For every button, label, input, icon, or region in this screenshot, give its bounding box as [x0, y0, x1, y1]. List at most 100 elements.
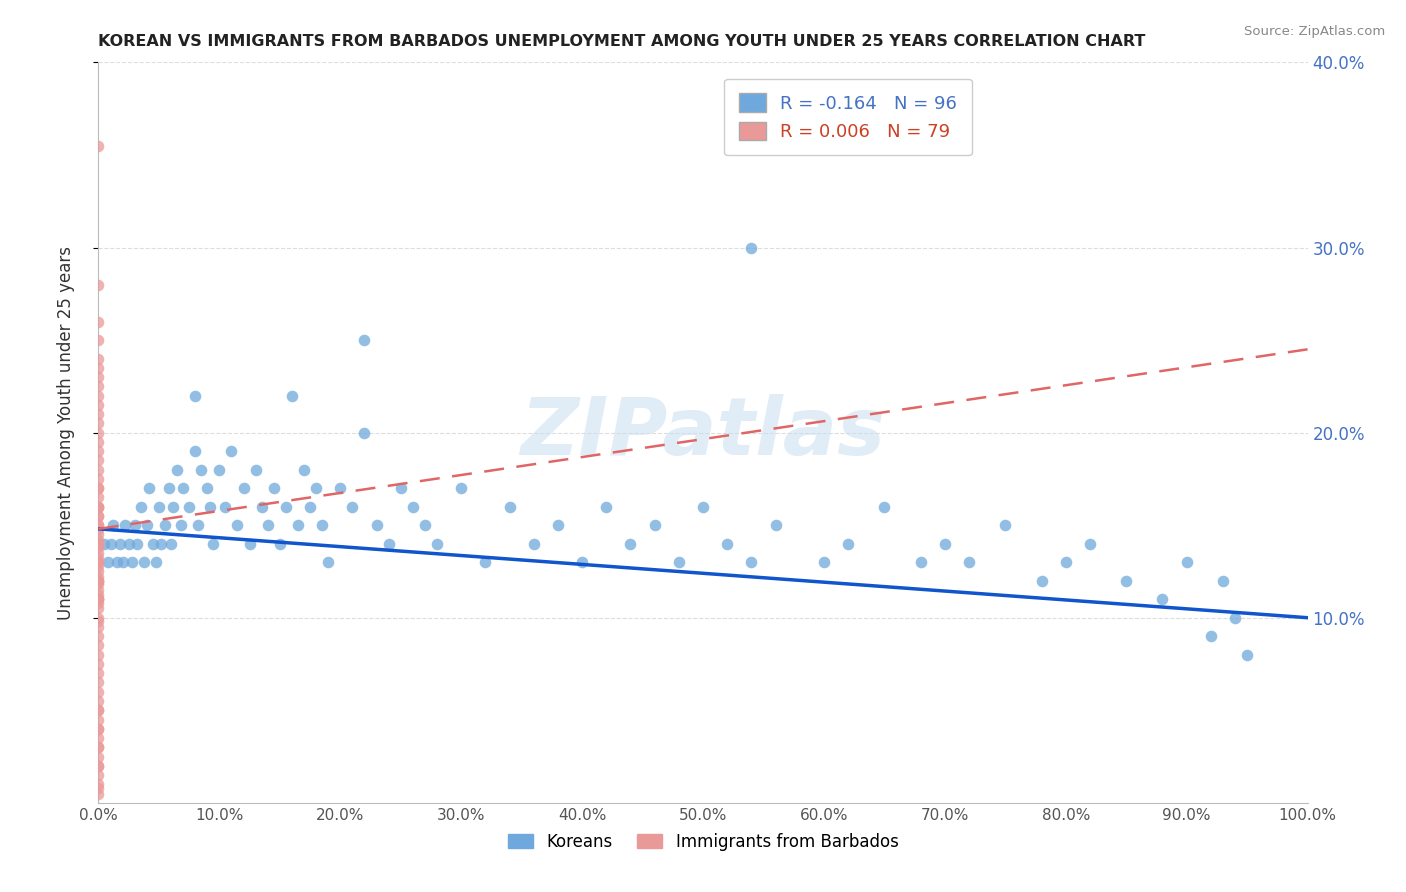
- Point: [389, 481, 412, 495]
- Point: [87, 462, 110, 476]
- Point: [134, 555, 156, 569]
- Point: [87, 565, 110, 579]
- Point: [474, 555, 496, 569]
- Point: [87, 518, 110, 533]
- Point: [87, 722, 110, 736]
- Point: [87, 508, 110, 523]
- Point: [87, 444, 110, 458]
- Point: [619, 536, 641, 550]
- Point: [87, 277, 110, 292]
- Point: [129, 500, 152, 514]
- Point: [87, 574, 110, 588]
- Point: [121, 555, 143, 569]
- Point: [87, 675, 110, 690]
- Point: [232, 481, 254, 495]
- Point: [1054, 555, 1077, 569]
- Point: [1115, 574, 1137, 588]
- Point: [87, 379, 110, 393]
- Point: [87, 596, 110, 610]
- Point: [87, 703, 110, 717]
- Point: [87, 453, 110, 467]
- Point: [150, 536, 173, 550]
- Point: [87, 481, 110, 495]
- Point: [87, 546, 110, 560]
- Point: [87, 360, 110, 375]
- Point: [366, 518, 388, 533]
- Point: [87, 620, 110, 634]
- Point: [87, 749, 110, 764]
- Point: [87, 555, 110, 569]
- Point: [87, 610, 110, 624]
- Point: [172, 481, 194, 495]
- Point: [87, 768, 110, 782]
- Point: [87, 370, 110, 384]
- Point: [873, 500, 896, 514]
- Point: [1152, 592, 1174, 607]
- Point: [87, 780, 110, 795]
- Point: [87, 758, 110, 772]
- Y-axis label: Unemployment Among Youth under 25 years: Unemployment Among Youth under 25 years: [56, 245, 75, 620]
- Text: ZIPatlas: ZIPatlas: [520, 393, 886, 472]
- Point: [523, 536, 546, 550]
- Point: [160, 536, 183, 550]
- Point: [93, 536, 115, 550]
- Point: [413, 518, 436, 533]
- Point: [105, 555, 128, 569]
- Text: KOREAN VS IMMIGRANTS FROM BARBADOS UNEMPLOYMENT AMONG YOUTH UNDER 25 YEARS CORRE: KOREAN VS IMMIGRANTS FROM BARBADOS UNEMP…: [98, 34, 1146, 49]
- Point: [100, 536, 122, 550]
- Point: [87, 713, 110, 727]
- Point: [311, 518, 333, 533]
- Point: [87, 351, 110, 366]
- Point: [353, 333, 375, 347]
- Point: [87, 787, 110, 801]
- Point: [87, 417, 110, 431]
- Point: [87, 500, 110, 514]
- Point: [329, 481, 352, 495]
- Point: [87, 527, 110, 541]
- Point: [87, 536, 110, 550]
- Point: [402, 500, 425, 514]
- Point: [1223, 610, 1246, 624]
- Point: [198, 500, 221, 514]
- Point: [274, 500, 297, 514]
- Point: [668, 555, 690, 569]
- Point: [1236, 648, 1258, 662]
- Point: [239, 536, 262, 550]
- Point: [87, 434, 110, 449]
- Point: [87, 758, 110, 772]
- Point: [292, 462, 315, 476]
- Point: [87, 425, 110, 440]
- Point: [138, 481, 160, 495]
- Point: [101, 518, 124, 533]
- Point: [87, 639, 110, 653]
- Point: [1031, 574, 1053, 588]
- Point: [87, 592, 110, 607]
- Point: [87, 589, 110, 603]
- Point: [353, 425, 375, 440]
- Point: [957, 555, 980, 569]
- Point: [87, 472, 110, 486]
- Point: [1175, 555, 1198, 569]
- Point: [111, 555, 134, 569]
- Point: [145, 555, 167, 569]
- Point: [202, 536, 225, 550]
- Point: [87, 536, 110, 550]
- Point: [87, 740, 110, 755]
- Point: [87, 648, 110, 662]
- Point: [87, 518, 110, 533]
- Point: [87, 703, 110, 717]
- Point: [190, 462, 212, 476]
- Point: [1212, 574, 1234, 588]
- Point: [208, 462, 231, 476]
- Point: [87, 777, 110, 791]
- Point: [127, 536, 149, 550]
- Point: [450, 481, 472, 495]
- Point: [256, 518, 278, 533]
- Point: [595, 500, 617, 514]
- Point: [765, 518, 787, 533]
- Point: [157, 481, 180, 495]
- Point: [263, 481, 285, 495]
- Point: [87, 685, 110, 699]
- Point: [187, 518, 209, 533]
- Point: [87, 533, 110, 547]
